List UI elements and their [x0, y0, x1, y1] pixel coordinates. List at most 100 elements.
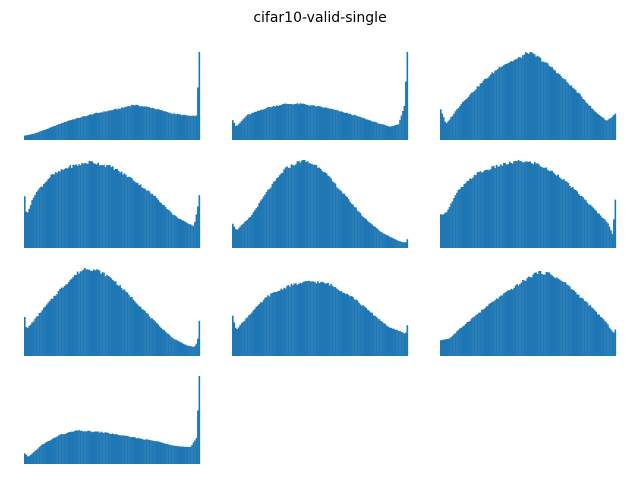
histogram-bar: [138, 306, 141, 356]
histogram-bar: [46, 181, 48, 248]
histogram-bar: [262, 109, 265, 140]
histogram-bar: [469, 178, 471, 248]
histogram-bar: [65, 168, 67, 248]
histogram-bar: [59, 171, 61, 248]
histogram-bar: [445, 338, 448, 356]
histogram-bar: [242, 321, 244, 356]
histogram-bar: [579, 195, 581, 248]
histogram-bar: [75, 164, 77, 248]
histogram-bar: [170, 113, 173, 140]
histogram-bar: [264, 297, 266, 356]
histogram-bar: [53, 437, 55, 464]
histogram-bar: [197, 87, 199, 140]
histogram-bar: [131, 296, 133, 356]
histogram-bar: [533, 54, 536, 140]
histogram-bar: [485, 306, 488, 356]
histogram-bar: [359, 304, 362, 356]
histogram-bar: [583, 199, 586, 248]
histogram-bar: [176, 340, 179, 356]
histogram-bar: [481, 83, 483, 140]
histogram-bar: [283, 103, 285, 140]
histogram-bar: [258, 304, 261, 356]
histogram-bar: [185, 344, 187, 356]
histogram-bar: [40, 186, 42, 248]
histogram-bar: [312, 105, 315, 140]
histogram-bar: [185, 115, 187, 140]
histogram-bar: [286, 166, 288, 248]
histogram-bar: [246, 317, 249, 356]
histogram-bar: [154, 109, 157, 140]
histogram-bar: [381, 232, 384, 248]
histogram-bar: [582, 99, 584, 140]
histogram-bar: [101, 112, 104, 140]
histogram-bar: [84, 116, 86, 140]
histogram-bar: [611, 233, 614, 248]
histogram-bar: [372, 315, 375, 356]
histogram-bar: [82, 163, 85, 248]
histogram-bar: [400, 115, 403, 140]
histogram-bar: [320, 168, 322, 248]
histogram-bar: [106, 165, 108, 248]
histogram-bar: [47, 302, 50, 356]
histogram-bar: [530, 277, 533, 356]
histogram-bar: [317, 167, 319, 248]
histogram-bar: [60, 123, 63, 140]
histogram-bar: [519, 56, 521, 141]
histogram-bar: [463, 100, 466, 140]
histogram-bar: [564, 181, 567, 248]
histogram-bar: [183, 446, 186, 464]
histogram-bar: [296, 161, 299, 248]
histogram-bar: [147, 439, 149, 464]
histogram-bar: [264, 108, 266, 140]
histogram-bar: [459, 189, 461, 248]
histogram-bar: [50, 439, 53, 464]
histogram-bar: [523, 54, 526, 140]
histogram-bar: [466, 322, 469, 356]
histogram-bar: [261, 199, 263, 248]
histogram-bar: [377, 229, 379, 248]
histogram-bar: [28, 134, 31, 140]
histogram-bar: [330, 108, 332, 140]
histogram-bar: [173, 445, 176, 464]
histogram-bar: [139, 184, 142, 248]
histogram-bar: [454, 333, 457, 356]
histogram-bar: [63, 434, 66, 464]
histogram-bar: [359, 116, 362, 140]
histogram-bar: [541, 61, 543, 141]
histogram-bar: [554, 70, 557, 140]
histogram-bar: [355, 115, 357, 140]
histogram-bar: [134, 105, 136, 140]
histogram-bar: [120, 107, 123, 140]
histogram-bar: [57, 291, 60, 356]
histogram-bar: [148, 439, 151, 464]
histogram-bar: [283, 287, 285, 356]
histogram-bar: [156, 441, 158, 464]
histogram-bar: [28, 208, 31, 248]
histogram-bar: [586, 302, 589, 356]
histogram-bar: [259, 110, 262, 140]
histogram-bar: [281, 172, 284, 248]
histogram-bar: [545, 271, 548, 356]
histogram-bar: [248, 114, 250, 140]
histogram-bar: [98, 432, 101, 464]
histogram-bar: [340, 191, 343, 248]
histogram-bar: [60, 433, 63, 464]
histogram-panel-5: [232, 160, 409, 248]
histogram-bar: [32, 197, 35, 248]
histogram-bar: [500, 67, 502, 140]
histogram-bar: [563, 78, 565, 140]
histogram-bar: [309, 163, 312, 248]
histogram-bar: [114, 434, 117, 464]
histogram-bar: [405, 81, 407, 140]
histogram-bar: [532, 274, 535, 356]
histogram-bar: [614, 199, 617, 248]
histogram-bar: [358, 302, 360, 356]
histogram-bar: [492, 301, 495, 356]
histogram-bar: [85, 269, 88, 356]
histogram-bar: [469, 94, 471, 140]
histogram-bar: [116, 434, 119, 464]
histogram-bar: [573, 189, 576, 248]
histogram-bar: [507, 63, 510, 140]
histogram-bar: [478, 86, 480, 140]
